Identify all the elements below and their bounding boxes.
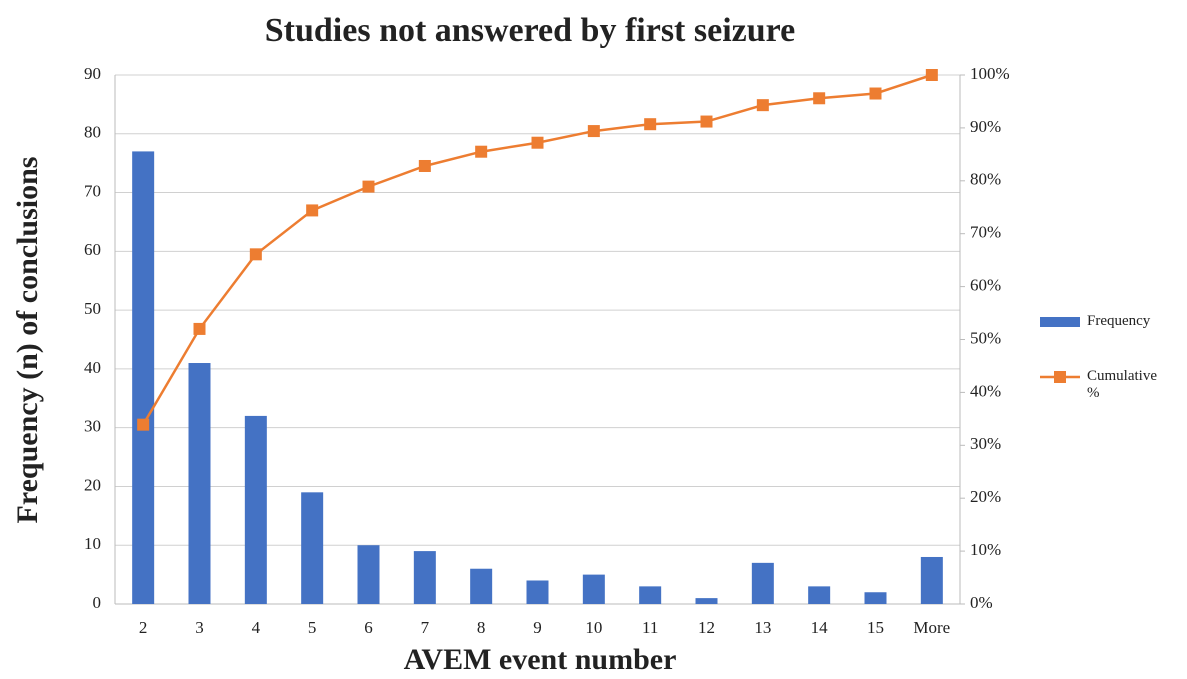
bar [695, 598, 718, 604]
bar [301, 492, 324, 604]
y-tick-label: 90 [84, 64, 101, 83]
y2-tick-label: 90% [970, 117, 1001, 136]
x-tick-label: More [913, 618, 950, 637]
bar [864, 592, 887, 604]
x-tick-label: 13 [754, 618, 771, 637]
x-axis-title: AVEM event number [404, 643, 677, 676]
legend-label: Frequency [1087, 313, 1151, 329]
x-tick-label: 6 [364, 618, 373, 637]
x-tick-label: 9 [533, 618, 542, 637]
marker [249, 248, 262, 261]
x-tick-label: 5 [308, 618, 317, 637]
marker [418, 159, 431, 172]
y-tick-label: 10 [84, 534, 101, 553]
y2-tick-label: 80% [970, 170, 1001, 189]
y2-tick-label: 100% [970, 64, 1010, 83]
legend-label: Cumulative % [1087, 368, 1157, 401]
x-tick-label: 14 [811, 618, 829, 637]
y2-tick-label: 10% [970, 540, 1001, 559]
y2-tick-label: 70% [970, 223, 1001, 242]
bar [188, 363, 211, 604]
x-tick-label: 12 [698, 618, 715, 637]
y-tick-label: 50 [84, 299, 101, 318]
x-tick-label: 3 [195, 618, 204, 637]
y-tick-label: 0 [93, 593, 102, 612]
legend-swatch [1040, 317, 1080, 327]
marker [531, 136, 544, 149]
y2-tick-label: 60% [970, 276, 1001, 295]
marker [925, 69, 938, 81]
marker [362, 180, 375, 193]
bar [808, 586, 831, 604]
bar [413, 551, 436, 604]
marker [137, 418, 150, 431]
marker [869, 87, 882, 100]
y2-tick-label: 30% [970, 434, 1001, 453]
marker [700, 115, 713, 128]
bar [920, 556, 943, 604]
legend-item: Cumulative % [1087, 368, 1157, 401]
x-tick-label: 10 [585, 618, 602, 637]
y2-tick-label: 40% [970, 381, 1001, 400]
bar [357, 545, 380, 604]
bar [751, 562, 774, 604]
x-tick-label: 8 [477, 618, 486, 637]
bar [582, 574, 605, 604]
y2-tick-label: 50% [970, 328, 1001, 347]
x-tick-label: 4 [252, 618, 261, 637]
y-axis-title: Frequency (n) of conclusions [11, 157, 44, 524]
marker [813, 92, 826, 105]
marker [193, 322, 206, 335]
bar [244, 415, 267, 604]
x-tick-label: 11 [642, 618, 658, 637]
y2-tick-label: 20% [970, 487, 1001, 506]
bar [470, 568, 493, 604]
y2-tick-label: 0% [970, 593, 993, 612]
legend-swatch [1054, 371, 1066, 383]
bar [639, 586, 662, 604]
y-tick-label: 30 [84, 417, 101, 436]
legend-item: Frequency [1087, 313, 1151, 329]
y-tick-label: 60 [84, 240, 101, 259]
marker [475, 145, 488, 158]
y-tick-label: 40 [84, 358, 101, 377]
x-tick-label: 2 [139, 618, 148, 637]
y-tick-label: 20 [84, 475, 101, 494]
marker [587, 125, 600, 138]
marker [644, 118, 657, 131]
y-tick-label: 70 [84, 181, 101, 200]
y-tick-label: 80 [84, 123, 101, 142]
x-tick-label: 7 [421, 618, 430, 637]
marker [306, 204, 319, 217]
x-tick-label: 15 [867, 618, 884, 637]
bar [132, 151, 155, 604]
chart-title: Studies not answered by first seizure [265, 12, 795, 49]
bar [526, 580, 549, 604]
marker [756, 99, 769, 112]
